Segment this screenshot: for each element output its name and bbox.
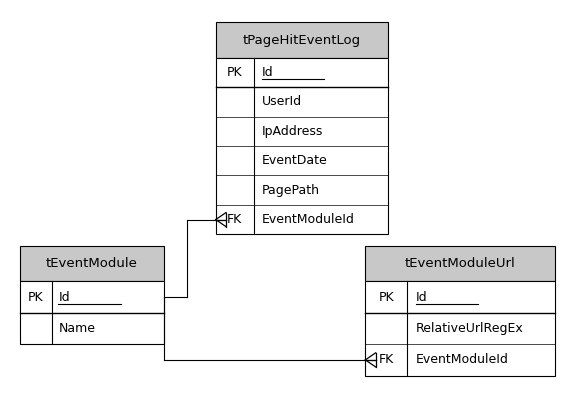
Text: FK: FK	[227, 213, 242, 226]
Text: PK: PK	[378, 291, 394, 304]
Text: tEventModuleUrl: tEventModuleUrl	[405, 257, 515, 270]
Text: Id: Id	[59, 291, 70, 304]
Text: RelativeUrlRegEx: RelativeUrlRegEx	[416, 322, 523, 335]
Bar	[216, 22, 388, 58]
Text: tPageHitEventLog: tPageHitEventLog	[243, 33, 361, 47]
Text: Name: Name	[59, 322, 95, 335]
Text: EventModuleId: EventModuleId	[416, 353, 509, 367]
Bar	[365, 281, 555, 376]
Text: IpAddress: IpAddress	[262, 125, 323, 138]
Text: PK: PK	[28, 291, 44, 304]
Text: Id: Id	[262, 66, 274, 79]
Bar	[216, 58, 388, 234]
Text: UserId: UserId	[262, 96, 302, 108]
Text: PK: PK	[227, 66, 242, 79]
Text: EventModuleId: EventModuleId	[262, 213, 354, 226]
Text: FK: FK	[379, 353, 394, 367]
Text: Id: Id	[416, 291, 428, 304]
Text: tEventModule: tEventModule	[46, 257, 138, 270]
Bar	[20, 246, 164, 281]
Text: PagePath: PagePath	[262, 183, 320, 197]
Text: EventDate: EventDate	[262, 154, 328, 167]
Bar	[20, 281, 164, 344]
Bar	[365, 246, 555, 281]
